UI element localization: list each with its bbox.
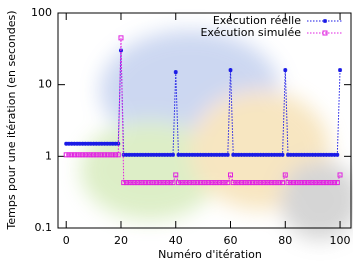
x-tick-label: 20 [114, 234, 128, 247]
y-tick-label: 0.1 [35, 221, 53, 234]
x-tick-label: 0 [63, 234, 70, 247]
data-point [335, 153, 339, 157]
x-axis-label: Numéro d'itération [158, 248, 262, 261]
x-tick-label: 60 [224, 234, 238, 247]
legend-marker [323, 19, 327, 23]
data-point [171, 153, 175, 157]
data-point [229, 68, 233, 72]
data-point [174, 70, 178, 74]
page: Numéro d'itération Temps pour une itérat… [0, 0, 353, 264]
data-point [338, 68, 342, 72]
x-tick-label: 80 [278, 234, 292, 247]
y-axis-label: Temps pour une itération (en secondes) [5, 11, 18, 231]
data-point [283, 68, 287, 72]
data-point [281, 153, 285, 157]
y-tick-label: 100 [31, 6, 52, 19]
y-tick-label: 1 [45, 149, 52, 162]
data-point [226, 153, 230, 157]
chart: Numéro d'itération Temps pour une itérat… [0, 0, 353, 264]
x-tick-label: 40 [169, 234, 183, 247]
y-tick-label: 10 [38, 78, 52, 91]
x-tick-label: 100 [330, 234, 351, 247]
legend-label: Exécution simulée [200, 26, 301, 39]
